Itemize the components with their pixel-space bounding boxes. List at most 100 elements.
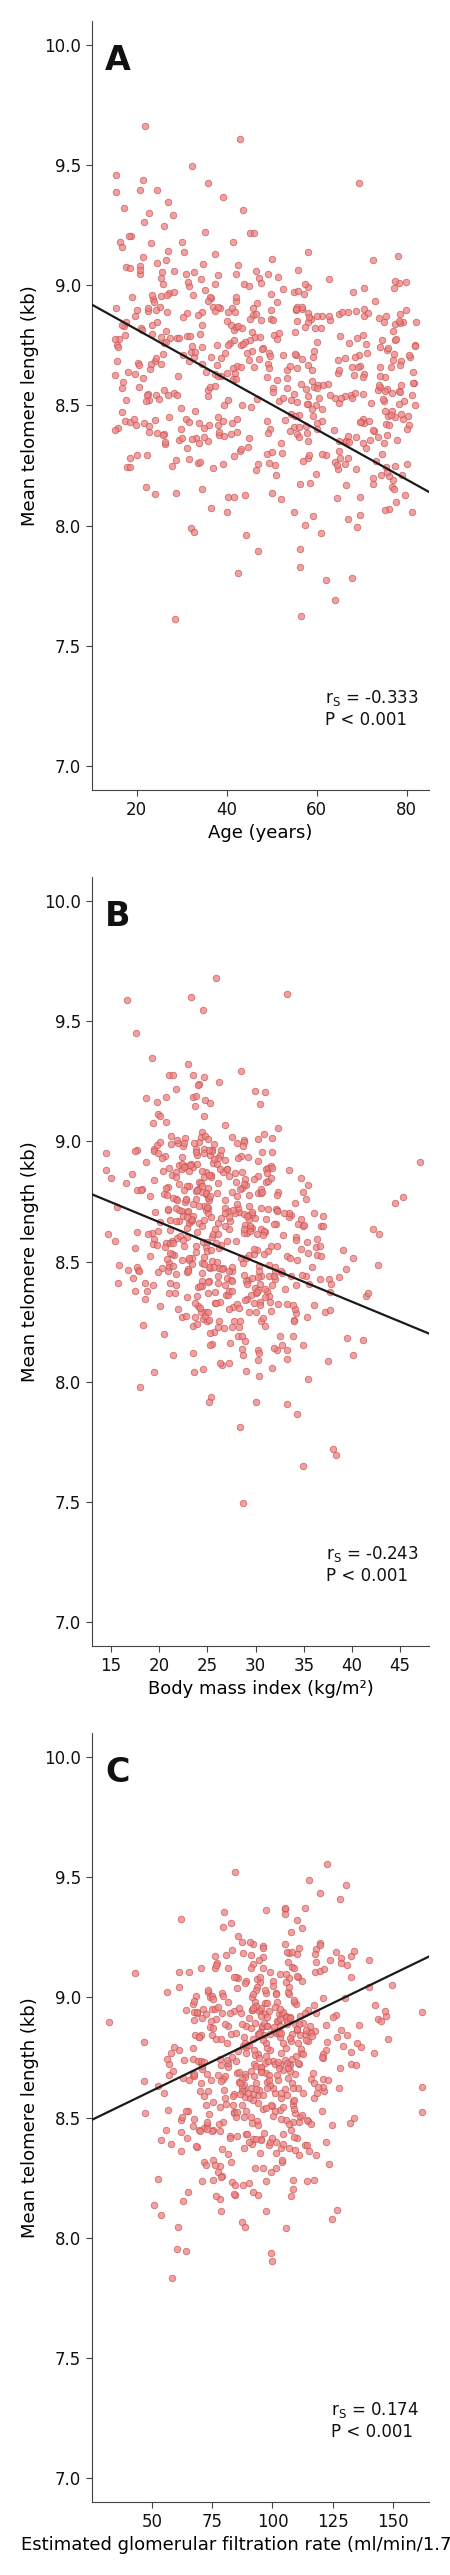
Point bbox=[138, 309, 145, 350]
Point bbox=[164, 229, 171, 270]
Point bbox=[288, 2176, 295, 2217]
Point bbox=[164, 2039, 171, 2081]
Point bbox=[302, 306, 309, 348]
Point bbox=[158, 2119, 165, 2160]
Point bbox=[208, 1241, 216, 1282]
Point bbox=[254, 443, 261, 484]
Point bbox=[348, 556, 356, 597]
Point bbox=[180, 1123, 188, 1164]
Point bbox=[236, 2063, 243, 2104]
Point bbox=[263, 2068, 270, 2109]
Point bbox=[268, 288, 275, 330]
Point bbox=[236, 118, 243, 160]
Point bbox=[162, 309, 169, 350]
Point bbox=[213, 2176, 220, 2217]
Point bbox=[136, 250, 144, 291]
Point bbox=[216, 1148, 224, 1190]
Point bbox=[284, 973, 291, 1015]
Point bbox=[153, 242, 161, 283]
Point bbox=[214, 1164, 221, 1205]
Point bbox=[199, 1267, 206, 1308]
Point bbox=[206, 1380, 213, 1421]
Point bbox=[225, 1208, 233, 1249]
Point bbox=[168, 1154, 175, 1195]
Point bbox=[203, 2101, 210, 2142]
Point bbox=[296, 2014, 303, 2055]
Point bbox=[270, 299, 277, 340]
Point bbox=[306, 1859, 313, 1900]
Point bbox=[201, 1115, 208, 1156]
Point bbox=[162, 2109, 169, 2150]
Point bbox=[291, 312, 298, 353]
Point bbox=[192, 1231, 199, 1272]
Point bbox=[216, 2178, 224, 2220]
Point bbox=[176, 1952, 183, 1993]
Point bbox=[313, 453, 320, 494]
Point bbox=[193, 1975, 200, 2016]
Point bbox=[210, 2160, 217, 2202]
Point bbox=[175, 1164, 182, 1205]
Point bbox=[189, 2104, 197, 2145]
Point bbox=[319, 2037, 326, 2078]
Point bbox=[195, 402, 203, 443]
Point bbox=[387, 394, 395, 435]
Point bbox=[378, 453, 385, 494]
Point bbox=[156, 1120, 163, 1161]
Point bbox=[318, 306, 325, 348]
Point bbox=[191, 1998, 198, 2039]
Point bbox=[230, 1990, 238, 2032]
Point bbox=[326, 1939, 333, 1980]
Point bbox=[410, 350, 417, 391]
Point bbox=[208, 1975, 216, 2016]
Point bbox=[361, 296, 368, 337]
Point bbox=[254, 1141, 261, 1182]
Point bbox=[290, 373, 297, 415]
Point bbox=[165, 1166, 172, 1208]
Point bbox=[292, 288, 299, 330]
Point bbox=[158, 252, 166, 294]
Point bbox=[291, 492, 298, 533]
Point bbox=[190, 337, 197, 379]
Point bbox=[302, 2014, 309, 2055]
Point bbox=[229, 1306, 236, 1347]
Point bbox=[277, 1316, 284, 1357]
Point bbox=[196, 1161, 203, 1203]
Point bbox=[299, 288, 306, 330]
Point bbox=[179, 335, 186, 376]
Point bbox=[227, 322, 234, 363]
Point bbox=[162, 1102, 170, 1143]
Point bbox=[240, 1192, 248, 1233]
Point bbox=[261, 1210, 268, 1251]
Point bbox=[284, 1282, 291, 1324]
Point bbox=[123, 445, 130, 487]
Point bbox=[303, 1257, 310, 1298]
Point bbox=[165, 397, 172, 438]
Point bbox=[241, 1321, 248, 1362]
Point bbox=[119, 361, 126, 402]
Point bbox=[224, 1947, 231, 1988]
Point bbox=[252, 1985, 259, 2027]
Point bbox=[250, 348, 257, 389]
Point bbox=[392, 482, 400, 523]
Point bbox=[233, 412, 240, 453]
Point bbox=[217, 2060, 225, 2101]
Point bbox=[153, 1226, 161, 1267]
Point bbox=[339, 1228, 346, 1269]
Point bbox=[265, 342, 272, 384]
Point bbox=[268, 299, 275, 340]
Point bbox=[263, 433, 270, 474]
Point bbox=[229, 1251, 236, 1293]
Point bbox=[393, 319, 400, 361]
Point bbox=[134, 1246, 141, 1288]
Point bbox=[230, 2073, 238, 2114]
Point bbox=[290, 1983, 297, 2024]
Point bbox=[248, 1990, 256, 2032]
Point bbox=[345, 291, 352, 332]
Point bbox=[300, 2003, 307, 2045]
Point bbox=[293, 1954, 301, 1996]
Point bbox=[279, 2021, 287, 2063]
Point bbox=[403, 409, 410, 451]
Point bbox=[376, 1213, 383, 1254]
Point bbox=[311, 309, 318, 350]
Point bbox=[147, 1177, 154, 1218]
